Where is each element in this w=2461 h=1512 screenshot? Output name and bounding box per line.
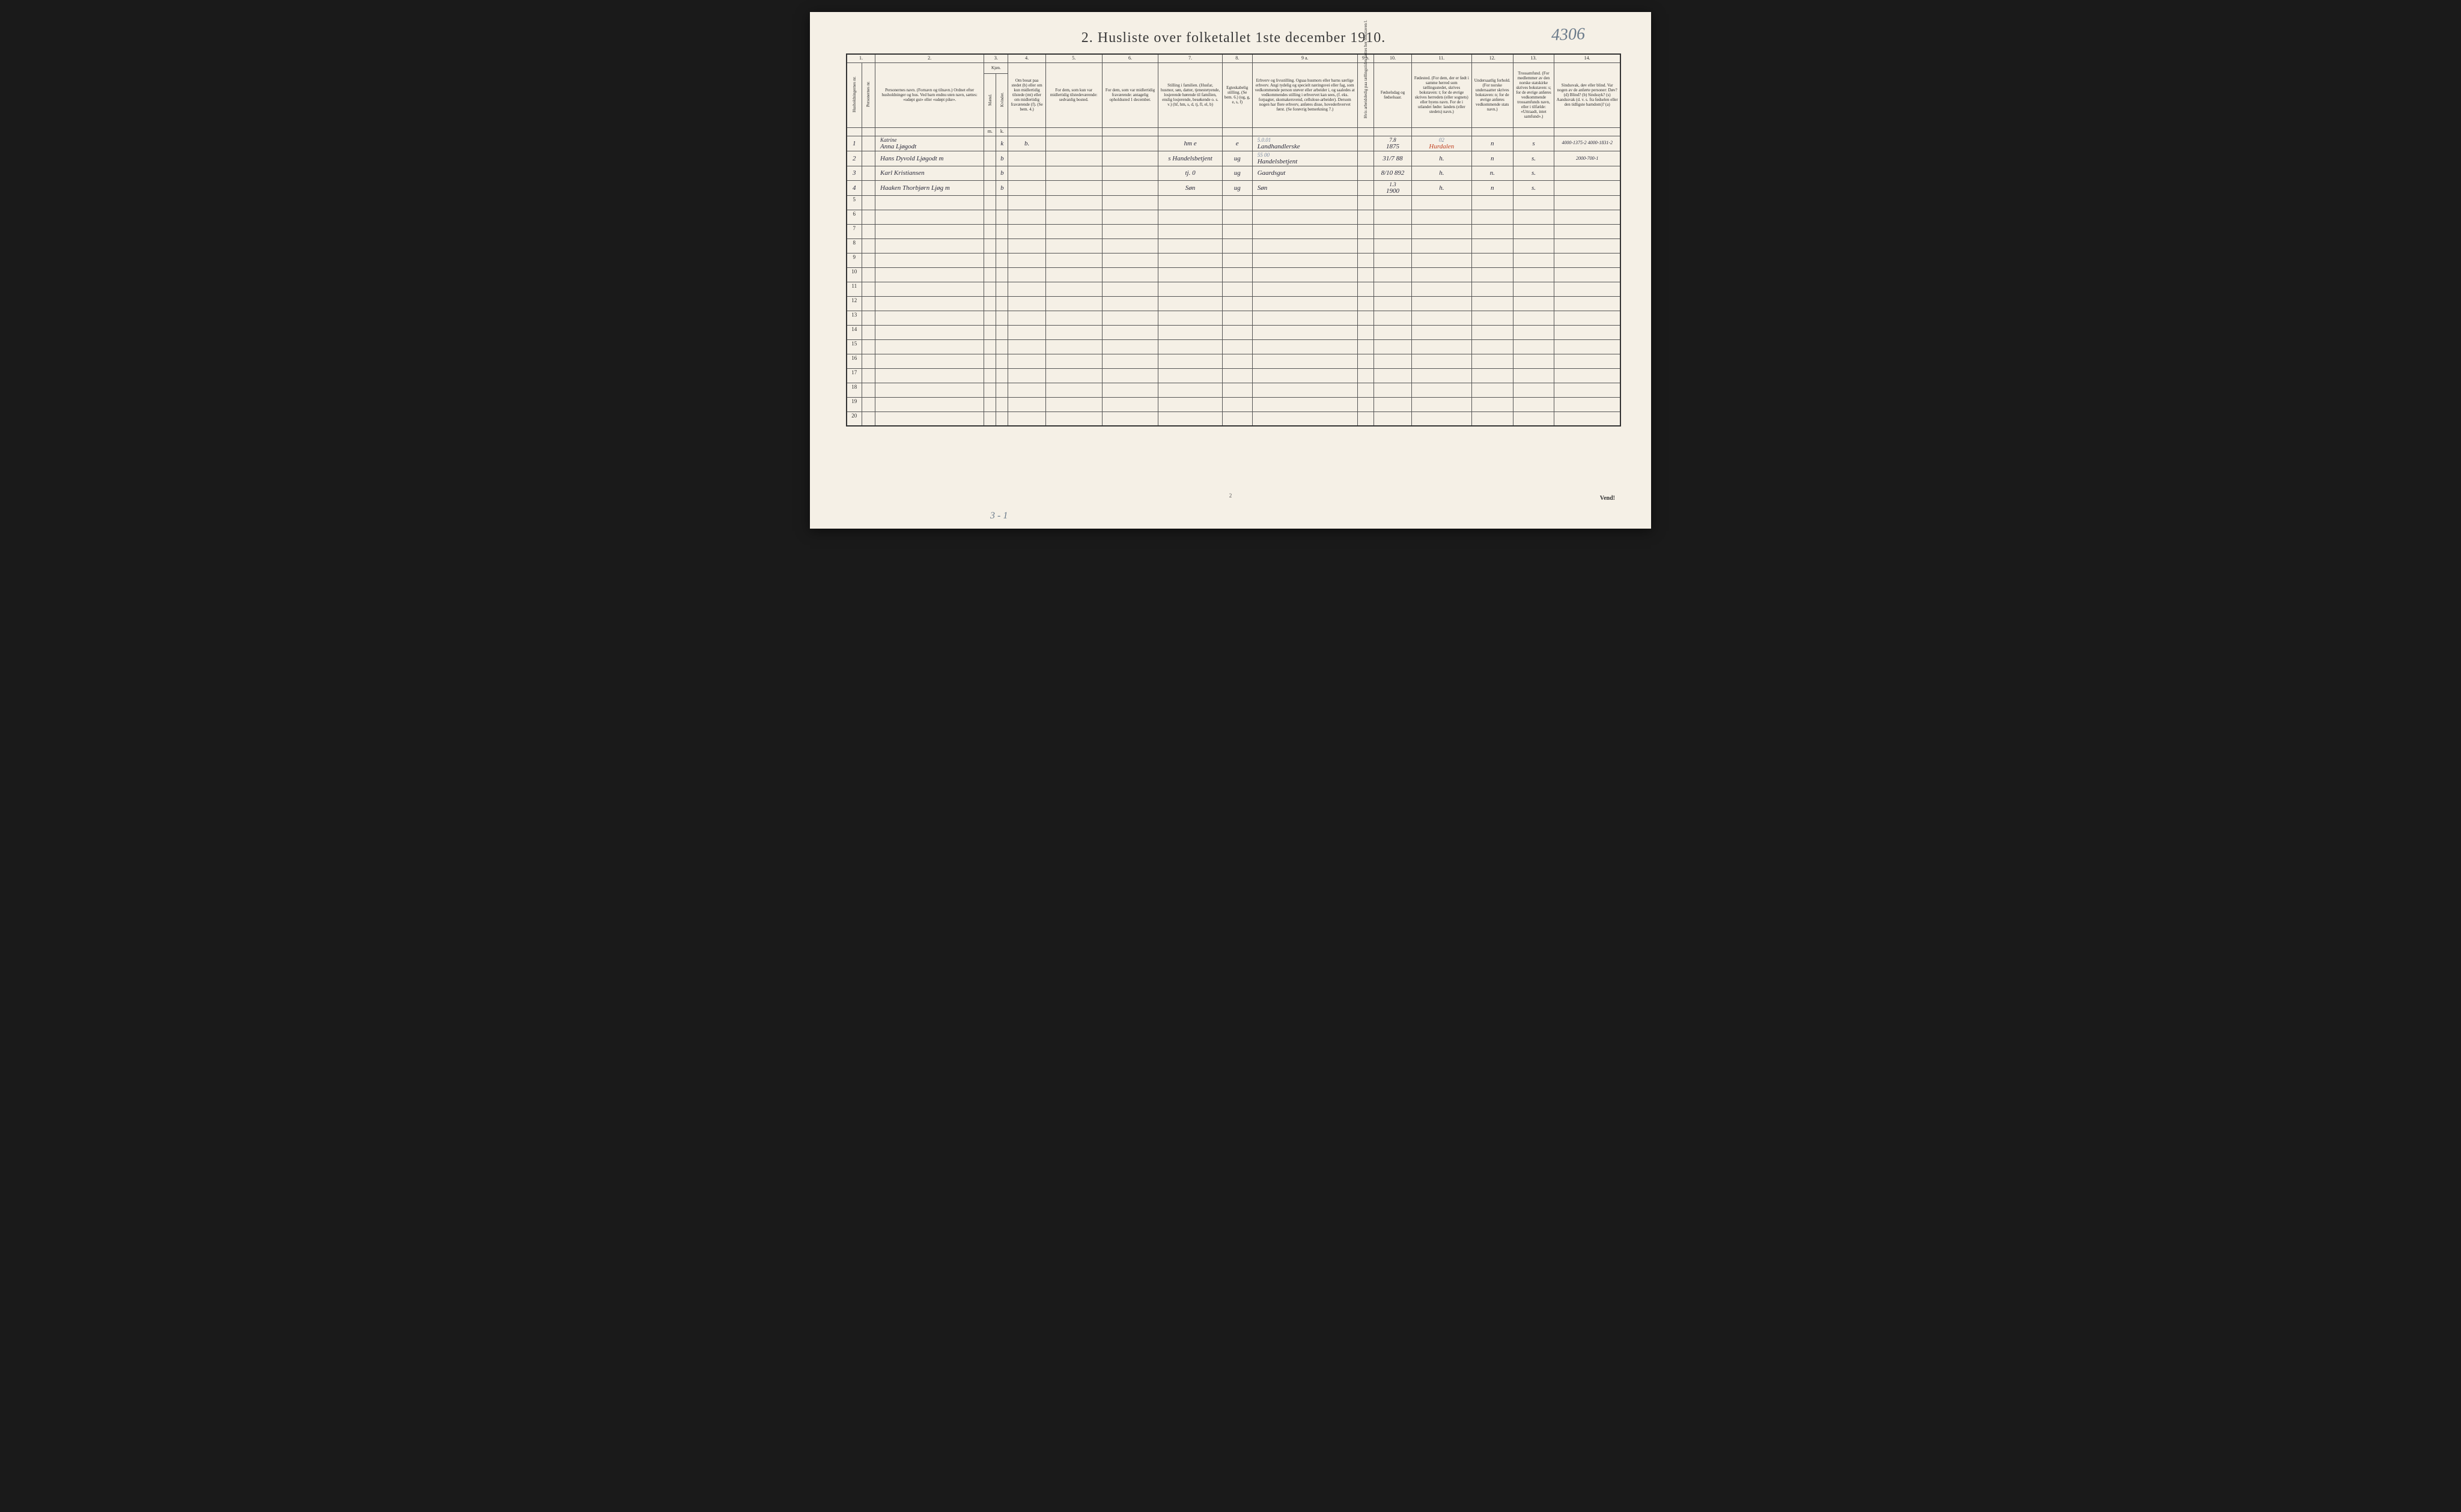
colnum-11: 11. <box>1411 54 1471 62</box>
birthplace: 02 Hurdalen <box>1411 136 1471 151</box>
sub-k: k. <box>996 127 1008 136</box>
row-num: 1 <box>847 136 862 151</box>
hdr-12: Undersaatlig forhold. (For norske unders… <box>1471 62 1513 127</box>
hdr-5: For dem, som kun var midlertidig tilsted… <box>1045 62 1102 127</box>
data-row: 1 Katrine Anna Ljøgodt k b. hm e e 5.0.0… <box>847 136 1620 151</box>
disability: 4000-1375-2 4000-1831-2 <box>1554 136 1620 151</box>
empty-row: 14 <box>847 325 1620 339</box>
colnum-8: 8. <box>1222 54 1252 62</box>
hdr-3a: Mænd. <box>988 76 993 124</box>
colnum-2: 2. <box>875 54 984 62</box>
religion: s <box>1513 136 1554 151</box>
data-row: 4 Haaken Thorbjørn Ljøg m b Søn ug Søn 1… <box>847 180 1620 195</box>
data-row: 2 Hans Dyvold Ljøgodt m b s Handelsbetje… <box>847 151 1620 166</box>
mk-row: m. k. <box>847 127 1620 136</box>
marital: e <box>1222 136 1252 151</box>
person-name: Haaken Thorbjørn Ljøg m <box>875 180 984 195</box>
hdr-3b: Kvinder. <box>1000 76 1005 124</box>
colnum-3: 3. <box>984 54 1008 62</box>
hdr-14: Sindssvak, døv eller blind. Var nogen av… <box>1554 62 1620 127</box>
colnum-1: 1. <box>847 54 875 62</box>
colnum-14: 14. <box>1554 54 1620 62</box>
person-name: Hans Dyvold Ljøgodt m <box>875 151 984 166</box>
occupation: 5.0.01 Landhandlerske <box>1252 136 1357 151</box>
colnum-5: 5. <box>1045 54 1102 62</box>
sub-m: m. <box>984 127 996 136</box>
handwritten-page-number: 4306 <box>1551 25 1585 45</box>
empty-row: 10 <box>847 267 1620 282</box>
empty-row: 17 <box>847 368 1620 383</box>
census-page: 4306 2. Husliste over folketallet 1ste d… <box>810 12 1651 529</box>
empty-row: 9 <box>847 253 1620 267</box>
empty-row: 16 <box>847 354 1620 368</box>
hdr-3: Kjøn. <box>984 62 1008 73</box>
colnum-12: 12. <box>1471 54 1513 62</box>
colnum-10: 10. <box>1374 54 1412 62</box>
empty-row: 13 <box>847 311 1620 325</box>
header-row: Husholdningernes nr. Personernes nr. Per… <box>847 62 1620 73</box>
footer-pencil-note: 3 - 1 <box>990 511 1008 521</box>
bosat: b. <box>1008 136 1046 151</box>
colnum-7: 7. <box>1158 54 1222 62</box>
empty-row: 19 <box>847 397 1620 411</box>
footer-pagenum: 2 <box>1229 493 1232 499</box>
colnum-6: 6. <box>1102 54 1158 62</box>
hdr-1b: Personernes nr. <box>866 70 871 118</box>
nationality: n <box>1471 136 1513 151</box>
person-name: Katrine Anna Ljøgodt <box>875 136 984 151</box>
empty-row: 12 <box>847 296 1620 311</box>
empty-row: 6 <box>847 210 1620 224</box>
colnum-4: 4. <box>1008 54 1046 62</box>
empty-row: 8 <box>847 238 1620 253</box>
hdr-7: Stilling i familien. (Husfar, husmor, sø… <box>1158 62 1222 127</box>
colnum-13: 13. <box>1513 54 1554 62</box>
hdr-9a: Erhverv og livsstilling. Ogsaa husmors e… <box>1252 62 1357 127</box>
hdr-2: Personernes navn. (Fornavn og tilnavn.) … <box>875 62 984 127</box>
sex-m <box>984 136 996 151</box>
empty-row: 5 <box>847 195 1620 210</box>
footer-vend: Vend! <box>1600 495 1615 502</box>
birth-date: 7.8 1875 <box>1374 136 1412 151</box>
person-name: Karl Kristiansen <box>875 166 984 180</box>
hdr-8: Egteskabelig stilling. (Se bem. 6.) (ug,… <box>1222 62 1252 127</box>
hdr-4: Om bosat paa stedet (b) eller om kun mid… <box>1008 62 1046 127</box>
census-table: 1. 2. 3. 4. 5. 6. 7. 8. 9 a. 9 b. 10. 11… <box>846 53 1621 427</box>
column-number-row: 1. 2. 3. 4. 5. 6. 7. 8. 9 a. 9 b. 10. 11… <box>847 54 1620 62</box>
empty-row: 11 <box>847 282 1620 296</box>
sex-k: k <box>996 136 1008 151</box>
empty-row: 7 <box>847 224 1620 238</box>
hdr-6: For dem, som var midlertidig fraværende:… <box>1102 62 1158 127</box>
hdr-10: Fødselsdag og fødselsaar. <box>1374 62 1412 127</box>
page-title: 2. Husliste over folketallet 1ste decemb… <box>846 30 1621 46</box>
family-pos: hm e <box>1158 136 1222 151</box>
hdr-13: Trossamfund. (For medlemmer av den norsk… <box>1513 62 1554 127</box>
empty-row: 18 <box>847 383 1620 397</box>
hdr-11: Fødested. (For dem, der er født i samme … <box>1411 62 1471 127</box>
data-row: 3 Karl Kristiansen b tj. 0 ug Gaardsgut … <box>847 166 1620 180</box>
hdr-9b: Hvis arbeidsledig paa tællingstiden sætt… <box>1363 70 1368 118</box>
colnum-9a: 9 a. <box>1252 54 1357 62</box>
empty-row: 15 <box>847 339 1620 354</box>
empty-row: 20 <box>847 411 1620 426</box>
hdr-1a: Husholdningernes nr. <box>852 70 857 118</box>
